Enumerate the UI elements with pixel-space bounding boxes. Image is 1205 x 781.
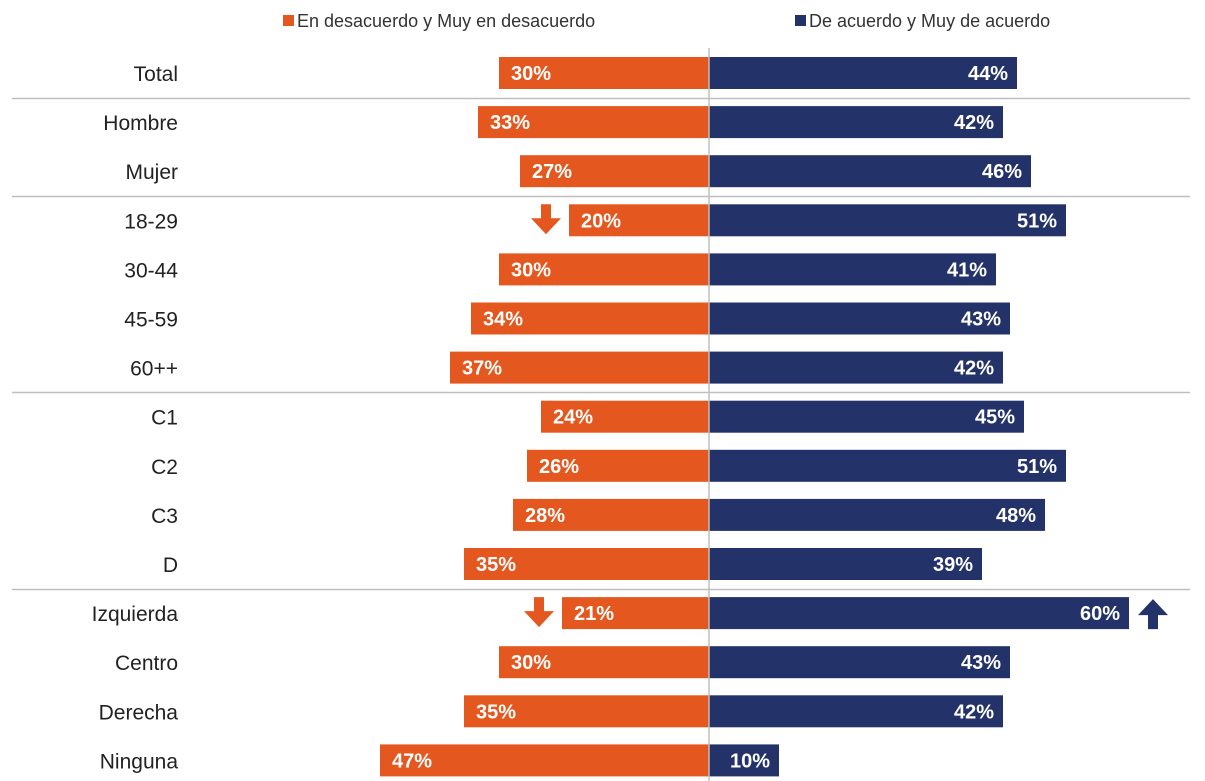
bar-disagree <box>562 597 709 630</box>
bar-disagree <box>464 695 709 728</box>
value-label-disagree: 24% <box>553 407 593 429</box>
bar-disagree <box>380 744 709 777</box>
value-label-disagree: 37% <box>462 358 502 380</box>
bar-disagree <box>499 646 709 679</box>
bars: 30% 44% 33% 42% 27% 46% 20% 51% 30% 41% 34% 43% 37% 4… <box>380 57 1129 777</box>
category-label: Izquierda <box>92 603 179 626</box>
category-label: 18-29 <box>124 210 178 233</box>
value-label-disagree: 30% <box>511 259 551 281</box>
value-label-agree: 60% <box>1080 603 1120 625</box>
category-label: Centro <box>115 652 178 675</box>
bar-agree <box>709 498 1045 531</box>
down-arrow-icon <box>531 204 561 235</box>
legend: En desacuerdo y Muy en desacuerdo De acue… <box>283 11 1050 31</box>
legend-item-agree-swatch <box>795 15 806 26</box>
value-label-agree: 43% <box>961 652 1001 674</box>
value-label-disagree: 20% <box>581 210 621 232</box>
value-label-disagree: 30% <box>511 652 551 674</box>
category-label: D <box>163 554 178 577</box>
value-label-agree: 42% <box>954 358 994 380</box>
bar-agree <box>709 253 996 286</box>
group-separators <box>12 97 1190 591</box>
category-label: Total <box>134 63 178 86</box>
value-label-disagree: 21% <box>574 603 614 625</box>
bar-disagree <box>520 155 709 188</box>
bar-disagree <box>499 253 709 286</box>
bar-disagree <box>513 498 709 531</box>
value-label-disagree: 30% <box>511 63 551 85</box>
bar-agree <box>709 449 1066 482</box>
significance-markers <box>524 204 1168 630</box>
category-label: 30-44 <box>124 259 178 282</box>
value-label-agree: 41% <box>947 259 987 281</box>
bar-disagree <box>569 204 709 237</box>
value-label-disagree: 33% <box>490 112 530 134</box>
value-label-agree: 44% <box>968 63 1008 85</box>
value-label-agree: 48% <box>996 505 1036 527</box>
bar-agree <box>709 744 779 777</box>
value-label-agree: 46% <box>982 161 1022 183</box>
category-label: 45-59 <box>124 309 178 332</box>
bar-agree <box>709 548 982 580</box>
legend-item-disagree-swatch <box>283 15 294 26</box>
value-label-agree: 10% <box>730 750 770 772</box>
category-label: Derecha <box>99 701 179 724</box>
value-label-disagree: 34% <box>483 309 523 331</box>
value-label-agree: 42% <box>954 112 994 134</box>
bar-agree <box>709 57 1017 89</box>
bar-disagree <box>499 57 709 89</box>
bar-agree <box>709 302 1010 335</box>
legend-item-agree-label: De acuerdo y Muy de acuerdo <box>809 11 1050 31</box>
bar-agree <box>709 204 1066 237</box>
bar-disagree <box>471 302 709 335</box>
bar-agree <box>709 400 1024 433</box>
value-label-agree: 42% <box>954 701 994 723</box>
value-label-disagree: 35% <box>476 554 516 576</box>
down-arrow-icon <box>524 597 554 628</box>
value-label-disagree: 35% <box>476 701 516 723</box>
value-label-disagree: 28% <box>525 505 565 527</box>
category-label: 60++ <box>130 358 178 381</box>
bar-disagree <box>464 548 709 580</box>
bar-agree <box>709 155 1031 188</box>
bar-disagree <box>527 449 709 482</box>
category-label: Ninguna <box>100 750 179 773</box>
bar-disagree <box>541 400 709 433</box>
category-label: Hombre <box>103 112 178 135</box>
category-label: C2 <box>151 456 178 479</box>
bar-disagree <box>450 351 709 384</box>
value-label-disagree: 27% <box>532 161 572 183</box>
category-label: C1 <box>151 407 178 430</box>
value-label-disagree: 47% <box>392 750 432 772</box>
value-label-agree: 39% <box>933 554 973 576</box>
value-label-agree: 51% <box>1017 456 1057 478</box>
value-label-agree: 43% <box>961 309 1001 331</box>
bar-disagree <box>478 106 709 139</box>
value-label-disagree: 26% <box>539 456 579 478</box>
bar-agree <box>709 695 1003 728</box>
bar-agree <box>709 646 1010 679</box>
category-label: C3 <box>151 505 178 528</box>
value-label-agree: 45% <box>975 407 1015 429</box>
bar-agree <box>709 597 1129 630</box>
category-label: Mujer <box>125 161 178 184</box>
bar-agree <box>709 106 1003 139</box>
category-labels: Total Hombre Mujer 18-29 30-44 45-59 60++ C1 C2 C… <box>92 63 179 773</box>
bar-agree <box>709 351 1003 384</box>
value-label-agree: 51% <box>1017 210 1057 232</box>
legend-item-disagree-label: En desacuerdo y Muy en desacuerdo <box>297 11 595 31</box>
up-arrow-icon <box>1138 599 1168 630</box>
